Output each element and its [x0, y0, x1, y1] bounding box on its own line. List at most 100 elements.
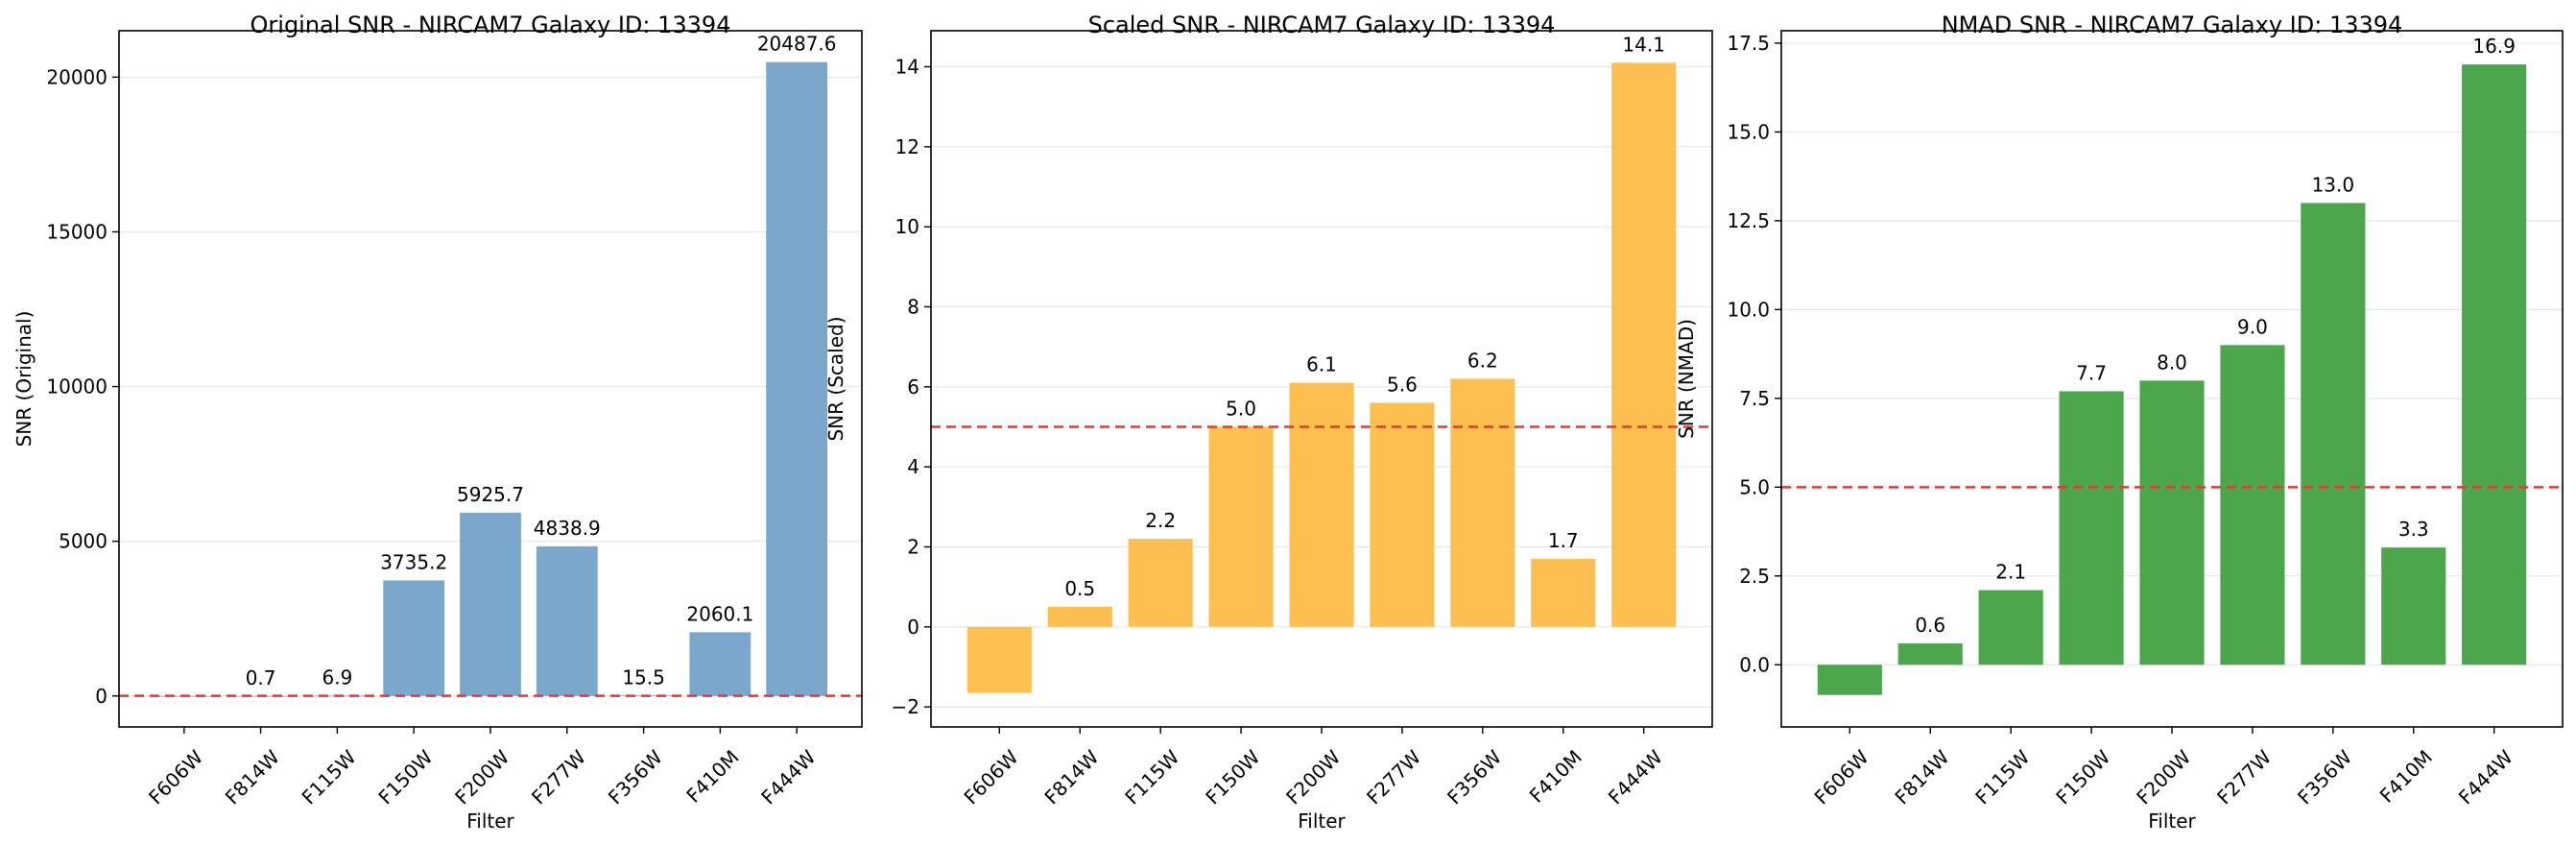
bar [383, 580, 445, 696]
x-tick-label: F606W [144, 745, 207, 809]
x-tick-label: F814W [1890, 745, 1953, 809]
data-label: 6.1 [1306, 353, 1337, 376]
data-label: 5.0 [1226, 398, 1256, 421]
chart-original-snr: Original SNR - NIRCAM7 Galaxy ID: 13394 … [12, 12, 863, 833]
data-label: 6.9 [322, 666, 353, 689]
y-tick-label: 4 [907, 455, 919, 478]
y-tick-label: 7.5 [1739, 387, 1770, 410]
y-tick-label: 10 [895, 215, 919, 238]
x-tick-label: F115W [1120, 745, 1183, 809]
data-label: 5.6 [1387, 374, 1418, 397]
y-axis-label: SNR (Original) [12, 311, 36, 447]
bar [1128, 539, 1193, 627]
bar [966, 626, 1032, 693]
data-label: 3735.2 [380, 550, 447, 573]
x-tick-label: F150W [1201, 745, 1264, 809]
y-tick-label: 14 [895, 56, 919, 79]
bar [1208, 426, 1274, 627]
data-label: 4838.9 [534, 517, 601, 540]
x-tick-label: F814W [1039, 745, 1103, 809]
x-tick-label: F410M [1525, 745, 1586, 807]
y-tick-label: 5.0 [1739, 475, 1770, 498]
x-tick-label: F150W [373, 745, 437, 809]
bar [689, 632, 751, 696]
data-label: 2.2 [1145, 509, 1176, 532]
y-tick-label: 0 [907, 616, 919, 639]
data-label: 5925.7 [457, 483, 524, 506]
y-tick-label: 12 [895, 135, 919, 158]
x-tick-label: F814W [221, 745, 284, 809]
x-tick-label: F277W [1362, 745, 1425, 809]
x-tick-label: F444W [2454, 745, 2517, 809]
y-tick-label: 8 [907, 296, 919, 319]
data-label: 14.1 [1622, 33, 1665, 56]
data-label: 7.7 [2076, 361, 2107, 384]
x-tick-label: F200W [1281, 745, 1345, 809]
bar [1817, 665, 1882, 695]
y-tick-label: 17.5 [1727, 32, 1770, 55]
data-label: 2060.1 [686, 602, 753, 625]
bar [460, 512, 521, 696]
x-axis-label: Filter [466, 810, 514, 833]
y-tick-label: 12.5 [1727, 209, 1770, 232]
y-tick-label: 2 [907, 536, 919, 559]
data-label: 15.5 [622, 665, 665, 689]
data-label: 3.3 [2398, 518, 2429, 541]
data-label: 9.0 [2237, 315, 2268, 338]
chart-nmad-snr: NMAD SNR - NIRCAM7 Galaxy ID: 13394 SNR … [1675, 12, 2564, 833]
bar [2059, 391, 2124, 665]
bar [2301, 203, 2366, 665]
data-label: 20487.6 [757, 33, 837, 56]
chart-title: Scaled SNR - NIRCAM7 Galaxy ID: 13394 [1088, 12, 1556, 38]
y-tick-label: 10.0 [1727, 298, 1770, 321]
x-tick-label: F410M [2375, 745, 2437, 807]
bar [1897, 643, 1963, 665]
x-tick-label: F150W [2051, 745, 2114, 809]
bar [1289, 382, 1354, 627]
y-tick-label: 15000 [46, 220, 107, 243]
y-tick-label: 10000 [46, 375, 107, 399]
bar [2381, 547, 2446, 665]
x-tick-label: F410M [681, 745, 743, 807]
data-label: 13.0 [2312, 173, 2355, 196]
bar [1978, 590, 2043, 665]
bar [1450, 378, 1515, 627]
data-label: 6.2 [1467, 350, 1498, 373]
x-tick-label: F356W [1443, 745, 1506, 809]
data-label: 0.6 [1915, 614, 1945, 637]
y-tick-label: 0 [95, 685, 107, 708]
x-tick-label: F200W [450, 745, 513, 809]
data-label: 0.5 [1064, 577, 1095, 600]
x-tick-label: F115W [298, 745, 361, 809]
chart-title: Original SNR - NIRCAM7 Galaxy ID: 13394 [250, 12, 731, 38]
x-tick-label: F277W [527, 745, 590, 809]
bar [766, 61, 828, 696]
x-tick-label: F444W [756, 745, 820, 809]
data-label: 1.7 [1548, 529, 1579, 552]
x-tick-label: F606W [1810, 745, 1873, 809]
x-tick-label: F200W [2132, 745, 2195, 809]
y-axis-label: SNR (NMAD) [1675, 319, 1698, 439]
bar [2462, 64, 2527, 665]
bar [1611, 62, 1677, 627]
x-tick-label: F277W [2212, 745, 2276, 809]
data-label: 8.0 [2157, 350, 2187, 374]
y-tick-label: 20000 [46, 65, 107, 88]
y-tick-label: 5000 [59, 530, 107, 553]
data-label: 2.1 [1995, 561, 2026, 584]
bar [1531, 559, 1596, 627]
bar [1370, 402, 1435, 627]
y-tick-label: 6 [907, 375, 919, 399]
y-tick-label: −2 [892, 695, 919, 718]
y-axis-label: SNR (Scaled) [824, 316, 847, 441]
bar [536, 545, 598, 696]
x-tick-label: F115W [1970, 745, 2034, 809]
x-tick-label: F444W [1604, 745, 1667, 809]
chart-scaled-snr: Scaled SNR - NIRCAM7 Galaxy ID: 13394 SN… [824, 12, 1713, 833]
bar [1047, 607, 1112, 627]
bar [2139, 380, 2205, 665]
y-tick-label: 15.0 [1727, 120, 1770, 143]
data-label: 0.7 [246, 666, 276, 689]
bar [2220, 345, 2285, 665]
y-tick-label: 0.0 [1739, 653, 1770, 676]
